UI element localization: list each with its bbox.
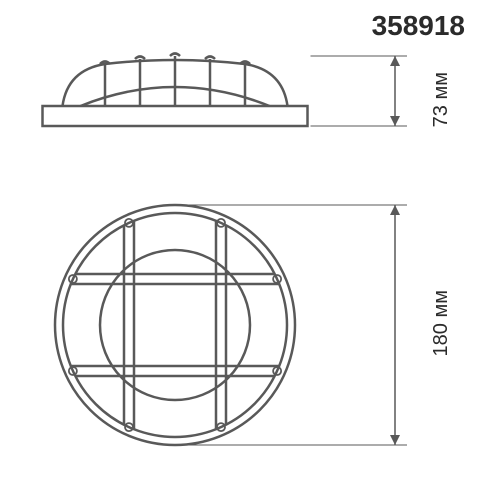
height-dimension-label: 73 мм [430,72,453,127]
product-number: 358918 [372,10,465,42]
diameter-dimension-label: 180 мм [430,290,453,356]
technical-drawing [0,0,500,500]
